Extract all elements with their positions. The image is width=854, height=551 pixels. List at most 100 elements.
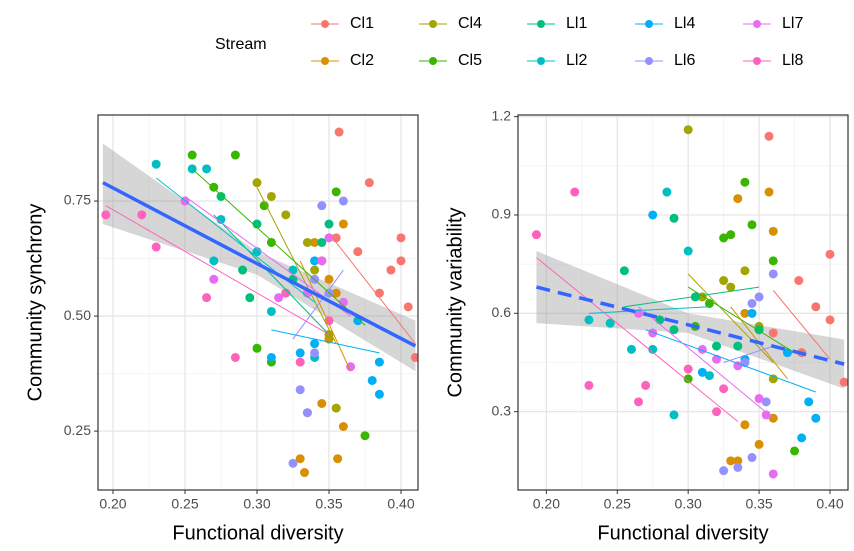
x-tick-label: 0.20 [99,496,126,512]
legend-label: Cl1 [350,15,374,32]
point [747,308,757,318]
point [396,233,406,243]
point [266,191,276,201]
point [252,343,262,353]
point [338,219,348,229]
stream-fit-line [299,260,352,372]
point [584,315,594,325]
legend-label: Ll2 [566,52,587,69]
point [310,237,320,247]
x-axis-title: Functional diversity [597,522,768,544]
point [317,237,327,247]
point [310,348,320,358]
point [281,288,291,298]
point [683,246,693,256]
x-tick-label: 0.40 [816,496,843,512]
point [648,210,658,220]
point [364,178,374,188]
y-tick-label: 0.9 [492,206,512,222]
point [338,196,348,206]
point [719,233,729,243]
point [238,265,248,275]
stream-fit-line [624,286,760,308]
point [317,398,327,408]
point [266,237,276,247]
stream-fit-line [256,187,337,344]
stream-fit-line [772,290,831,360]
x-tick-label: 0.30 [675,496,702,512]
point [338,422,348,432]
point [310,339,320,349]
x-tick-label: 0.20 [533,496,560,512]
plot-area [531,125,848,479]
point [726,230,736,240]
point [374,357,384,367]
point [662,187,672,197]
point [782,348,792,358]
point [288,265,298,275]
legend-label: Cl4 [458,15,482,32]
point [641,380,651,390]
point [811,413,821,423]
point [209,274,219,284]
point [410,352,418,362]
panel-border [517,114,849,491]
legend-key-dot [429,20,437,28]
point [626,344,636,354]
point [733,462,743,472]
point [683,374,693,384]
point [266,352,276,362]
point [216,191,226,201]
y-axis-title: Community synchrony [24,204,46,402]
point [669,410,679,420]
point [839,377,848,387]
point [740,420,750,430]
point [209,256,219,266]
legend-label: Cl5 [458,52,482,69]
stream-fit-line [723,345,774,363]
legend-key-dot [753,57,761,65]
point [768,226,778,236]
overall-fit-line [102,181,417,348]
point [295,348,305,358]
legend-label: Ll8 [782,52,803,69]
point [137,210,147,220]
panel [517,114,849,491]
legend-key-dot [645,57,653,65]
legend-key-dot [645,20,653,28]
point [324,274,334,284]
point [245,293,255,303]
legend-key-dot [537,20,545,28]
point [719,466,729,476]
y-tick-label: 0.3 [492,402,512,418]
point [274,293,284,303]
point [403,302,413,312]
point [317,201,327,211]
point [230,352,240,362]
x-tick-label: 0.25 [171,496,198,512]
point [761,410,771,420]
legend-label: Cl2 [350,52,374,69]
point [346,362,356,372]
point [740,308,750,318]
point [634,397,644,407]
y-tick-label: 0.50 [64,307,91,323]
point [747,298,757,308]
point [825,315,835,325]
stream-fit-line [213,214,330,335]
stream-fit-line [687,273,774,363]
point [531,230,541,240]
point [761,397,771,407]
y-axis-title: Community variability [444,207,466,397]
point [338,297,348,307]
point [794,276,804,286]
legend-label: Ll4 [674,15,695,32]
point [302,237,312,247]
point [619,266,629,276]
point [754,394,764,404]
point [764,131,774,141]
point [317,256,327,266]
panel-border [97,114,419,491]
point [584,380,594,390]
x-tick-label: 0.30 [243,496,270,512]
